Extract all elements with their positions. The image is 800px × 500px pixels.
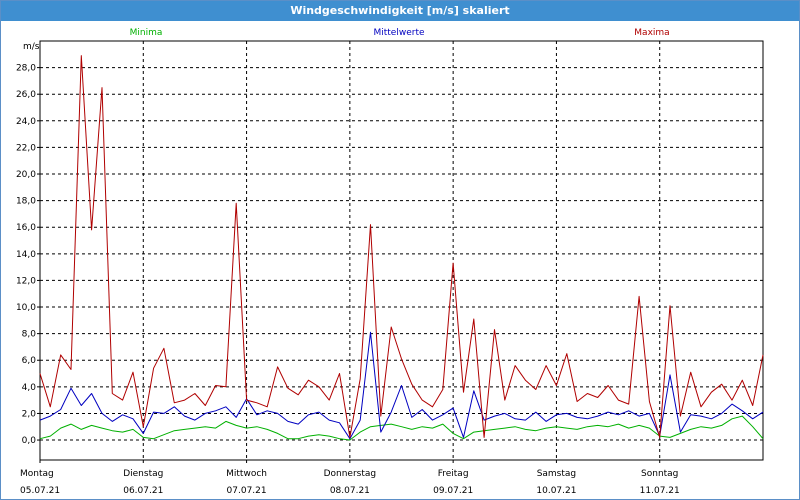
x-tick-day-label: Sonntag: [641, 469, 678, 479]
x-tick-day-label: Donnerstag: [324, 469, 377, 479]
y-tick-label: 22,0: [16, 143, 36, 153]
series-lines: [39, 55, 764, 441]
y-tick-label: 28,0: [16, 64, 36, 74]
x-tick-day-label: Mittwoch: [226, 469, 267, 479]
y-tick-label: 4,0: [22, 383, 37, 393]
y-tick-label: 26,0: [16, 90, 36, 100]
legend: Minima Mittelwerte Maxima: [130, 28, 670, 38]
y-tick-label: 10,0: [16, 303, 36, 313]
y-tick-label: 20,0: [16, 170, 36, 180]
x-tick-date-label: 08.07.21: [330, 486, 370, 496]
y-tick-label: 14,0: [16, 250, 36, 260]
y-tick-label: 24,0: [16, 117, 36, 127]
x-tick-day-label: Dienstag: [123, 469, 163, 479]
y-tick-label: 8,0: [22, 330, 37, 340]
x-axis: Montag 05.07.21 Dienstag 06.07.21 Mittwoch 07…: [20, 460, 680, 496]
series-line-maxima: [39, 55, 764, 438]
y-tick-label: 0,0: [22, 436, 37, 446]
chart-title: Windgeschwindigkeit [m/s] skaliert: [290, 4, 510, 17]
window-titlebar: Windgeschwindigkeit [m/s] skaliert: [1, 1, 799, 21]
x-tick-day-label: Samstag: [537, 469, 576, 479]
y-axis-label: m/s: [23, 42, 40, 52]
y-tick-label: 12,0: [16, 276, 36, 286]
x-tick-date-label: 07.07.21: [227, 486, 267, 496]
y-axis: 0,0 2,0 4,0 6,0 8,0 10,0 12,0 14,0 16,0 18,0 20,0 2…: [16, 64, 40, 446]
x-tick-date-label: 11.07.21: [640, 486, 680, 496]
y-tick-label: 2,0: [22, 409, 37, 419]
legend-entry-mittelwerte: Mittelwerte: [373, 28, 424, 38]
x-tick-day-label: Freitag: [438, 469, 469, 479]
x-tick-date-label: 09.07.21: [433, 486, 473, 496]
x-tick-date-label: 10.07.21: [536, 486, 576, 496]
x-tick-day-label: Montag: [20, 469, 54, 479]
x-tick-date-label: 06.07.21: [123, 486, 163, 496]
legend-entry-minima: Minima: [130, 28, 163, 38]
series-line-minima: [39, 415, 764, 441]
legend-entry-maxima: Maxima: [634, 28, 669, 38]
plot-area: [39, 40, 764, 461]
y-tick-label: 6,0: [22, 356, 37, 366]
y-tick-label: 18,0: [16, 197, 36, 207]
y-tick-label: 16,0: [16, 223, 36, 233]
series-line-mittelwerte: [39, 331, 764, 440]
x-tick-date-label: 05.07.21: [20, 486, 60, 496]
